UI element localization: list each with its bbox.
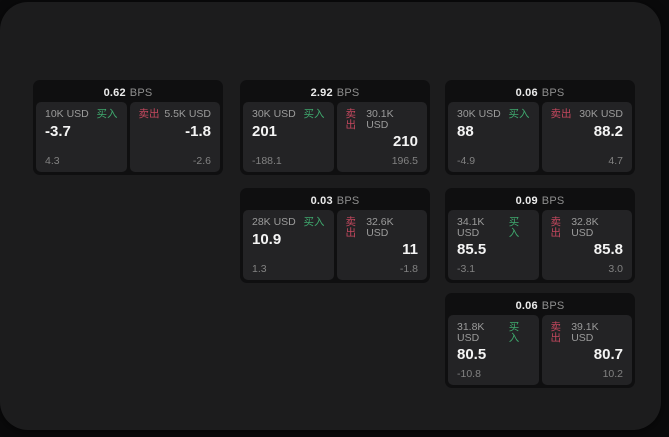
buy-amount: 10K USD bbox=[45, 108, 89, 120]
sell-side-label: 卖出 bbox=[550, 321, 562, 344]
sell-tile[interactable]: 卖出 5.5K USD -1.8 -2.6 bbox=[129, 102, 220, 172]
sell-tile[interactable]: 卖出 32.8K USD 85.8 3.0 bbox=[541, 210, 632, 280]
buy-tile[interactable]: 34.1K USD 买入 85.5 -3.1 bbox=[448, 210, 539, 280]
spread-header: 0.06 BPS bbox=[448, 296, 632, 315]
buy-change: -188.1 bbox=[252, 154, 282, 167]
sell-side-label: 卖出 bbox=[345, 216, 357, 239]
bps-unit-label: BPS bbox=[541, 194, 565, 207]
buy-tile[interactable]: 31.8K USD 买入 80.5 -10.8 bbox=[448, 315, 539, 385]
sell-amount: 32.8K USD bbox=[571, 216, 599, 239]
buy-price: 10.9 bbox=[252, 230, 282, 248]
sell-amount: 5.5K USD bbox=[164, 108, 211, 120]
quote-card-3: 0.06 BPS 30K USD 买入 88 -4.9 卖出 30K USD 8… bbox=[445, 80, 635, 175]
bps-value: 0.09 bbox=[515, 194, 538, 207]
sell-change: -2.6 bbox=[192, 154, 211, 167]
sell-price: 11 bbox=[402, 241, 418, 258]
sell-side-label: 卖出 bbox=[138, 108, 160, 120]
buy-side-label: 买入 bbox=[508, 321, 520, 344]
spread-header: 0.03 BPS bbox=[243, 191, 427, 210]
buy-amount: 30K USD bbox=[457, 108, 501, 120]
sell-change: 4.7 bbox=[608, 154, 623, 167]
bps-unit-label: BPS bbox=[336, 194, 360, 207]
sell-change: 196.5 bbox=[391, 154, 418, 167]
sell-side-label: 卖出 bbox=[345, 108, 357, 131]
sell-tile[interactable]: 卖出 39.1K USD 80.7 10.2 bbox=[541, 315, 632, 385]
buy-side-label: 买入 bbox=[303, 216, 325, 228]
buy-amount: 31.8K USD bbox=[457, 321, 485, 344]
sell-price: 88.2 bbox=[593, 122, 623, 140]
sell-change: 10.2 bbox=[602, 367, 623, 380]
buy-price: 88 bbox=[457, 122, 474, 140]
buy-change: -3.1 bbox=[457, 262, 476, 275]
spread-header: 0.62 BPS bbox=[36, 83, 220, 102]
buy-tile[interactable]: 10K USD 买入 -3.7 4.3 bbox=[36, 102, 127, 172]
buy-tile[interactable]: 30K USD 买入 88 -4.9 bbox=[448, 102, 539, 172]
sell-price: 85.8 bbox=[593, 241, 623, 258]
sell-price: 80.7 bbox=[593, 346, 623, 363]
quote-card-2: 2.92 BPS 30K USD 买入 201 -188.1 卖出 30.1K … bbox=[240, 80, 430, 175]
buy-side-label: 买入 bbox=[508, 216, 520, 239]
quote-card-1: 0.62 BPS 10K USD 买入 -3.7 4.3 卖出 5.5K USD… bbox=[33, 80, 223, 175]
buy-tile[interactable]: 28K USD 买入 10.9 1.3 bbox=[243, 210, 334, 280]
sell-amount: 30K USD bbox=[579, 108, 623, 120]
quote-card-5: 0.09 BPS 34.1K USD 买入 85.5 -3.1 卖出 32.8K… bbox=[445, 188, 635, 283]
bps-value: 0.62 bbox=[103, 86, 126, 99]
buy-change: 1.3 bbox=[252, 262, 267, 275]
spread-header: 0.09 BPS bbox=[448, 191, 632, 210]
sell-tile[interactable]: 卖出 32.6K USD 11 -1.8 bbox=[336, 210, 427, 280]
sell-change: -1.8 bbox=[399, 262, 418, 275]
bps-value: 0.06 bbox=[515, 299, 538, 312]
sell-amount: 32.6K USD bbox=[366, 216, 394, 239]
sell-side-label: 卖出 bbox=[550, 216, 562, 239]
buy-price: 80.5 bbox=[457, 346, 487, 363]
buy-tile[interactable]: 30K USD 买入 201 -188.1 bbox=[243, 102, 334, 172]
sell-tile[interactable]: 卖出 30.1K USD 210 196.5 bbox=[336, 102, 427, 172]
sell-tile[interactable]: 卖出 30K USD 88.2 4.7 bbox=[541, 102, 632, 172]
bps-unit-label: BPS bbox=[541, 86, 565, 99]
bps-unit-label: BPS bbox=[541, 299, 565, 312]
buy-price: -3.7 bbox=[45, 122, 71, 140]
buy-price: 85.5 bbox=[457, 241, 487, 258]
buy-amount: 30K USD bbox=[252, 108, 296, 120]
spread-header: 2.92 BPS bbox=[243, 83, 427, 102]
quote-card-4: 0.03 BPS 28K USD 买入 10.9 1.3 卖出 32.6K US… bbox=[240, 188, 430, 283]
sell-amount: 39.1K USD bbox=[571, 321, 599, 344]
quotes-panel: 0.62 BPS 10K USD 买入 -3.7 4.3 卖出 5.5K USD… bbox=[0, 2, 661, 430]
quote-card-6: 0.06 BPS 31.8K USD 买入 80.5 -10.8 卖出 39.1… bbox=[445, 293, 635, 388]
buy-change: 4.3 bbox=[45, 154, 60, 167]
bps-unit-label: BPS bbox=[336, 86, 360, 99]
buy-amount: 28K USD bbox=[252, 216, 296, 228]
bps-value: 0.03 bbox=[310, 194, 333, 207]
spread-header: 0.06 BPS bbox=[448, 83, 632, 102]
bps-value: 2.92 bbox=[310, 86, 333, 99]
sell-price: -1.8 bbox=[185, 122, 211, 140]
buy-price: 201 bbox=[252, 122, 278, 140]
buy-side-label: 买入 bbox=[303, 108, 325, 120]
buy-side-label: 买入 bbox=[508, 108, 530, 120]
bps-unit-label: BPS bbox=[129, 86, 153, 99]
buy-amount: 34.1K USD bbox=[457, 216, 485, 239]
sell-price: 210 bbox=[392, 133, 418, 150]
buy-side-label: 买入 bbox=[96, 108, 118, 120]
buy-change: -4.9 bbox=[457, 154, 476, 167]
sell-amount: 30.1K USD bbox=[366, 108, 394, 131]
sell-change: 3.0 bbox=[608, 262, 623, 275]
sell-side-label: 卖出 bbox=[550, 108, 572, 120]
buy-change: -10.8 bbox=[457, 367, 481, 380]
bps-value: 0.06 bbox=[515, 86, 538, 99]
